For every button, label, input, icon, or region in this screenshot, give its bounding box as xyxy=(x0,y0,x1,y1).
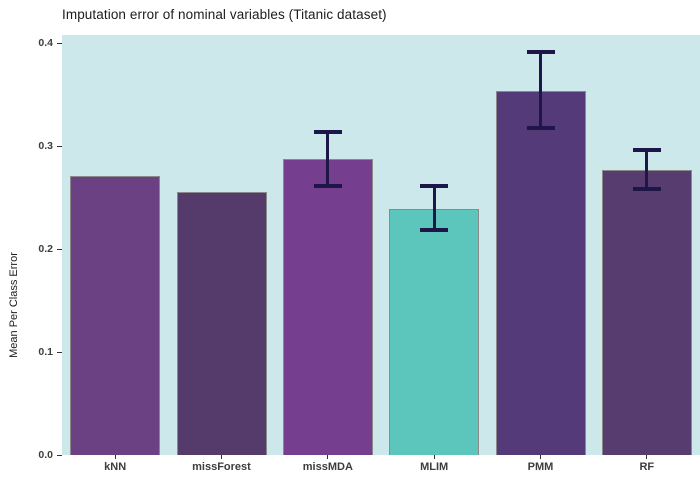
error-bar-cap-bottom-missMDA xyxy=(313,184,342,189)
x-tick-mark xyxy=(327,455,329,459)
error-bar-cap-bottom-MLIM xyxy=(420,228,449,233)
error-bar-cap-bottom-PMM xyxy=(526,126,555,131)
y-tick-mark xyxy=(57,454,62,456)
y-tick-label: 0.2 xyxy=(38,243,53,255)
x-tick-label-kNN: kNN xyxy=(104,461,127,473)
y-tick-mark xyxy=(57,248,62,250)
y-tick-mark xyxy=(57,42,62,44)
x-tick-mark xyxy=(433,455,435,459)
bar-kNN xyxy=(70,175,161,455)
y-tick-label: 0.3 xyxy=(38,140,53,152)
x-tick-label-PMM: PMM xyxy=(527,461,554,473)
x-tick-label-missForest: missForest xyxy=(192,461,251,473)
error-bar-line-RF xyxy=(645,150,649,190)
bar-RF xyxy=(601,169,692,455)
y-axis-title: Mean Per Class Error xyxy=(8,252,20,358)
x-tick-mark xyxy=(114,455,116,459)
error-bar-cap-top-RF xyxy=(632,148,661,153)
plot-panel xyxy=(62,35,700,455)
error-bar-cap-bottom-RF xyxy=(632,187,661,192)
x-tick-label-MLIM: MLIM xyxy=(420,461,449,473)
chart-title: Imputation error of nominal variables (T… xyxy=(62,7,387,22)
error-bar-line-PMM xyxy=(539,52,542,129)
x-tick-label-missMDA: missMDA xyxy=(302,461,353,473)
error-bar-line-MLIM xyxy=(432,186,436,231)
bar-missForest xyxy=(176,192,267,455)
error-bar-cap-top-PMM xyxy=(526,50,555,55)
bar-missMDA xyxy=(282,159,373,455)
error-bar-cap-top-MLIM xyxy=(420,184,449,189)
y-tick-mark xyxy=(57,351,62,353)
x-tick-mark xyxy=(646,455,648,459)
x-tick-label-RF: RF xyxy=(639,461,655,473)
bar-PMM xyxy=(495,91,586,455)
x-tick-mark xyxy=(221,455,222,459)
y-tick-mark xyxy=(57,145,62,147)
y-tick-label: 0.0 xyxy=(38,449,53,461)
error-bar-line-missMDA xyxy=(326,131,330,187)
bar-MLIM xyxy=(389,208,480,455)
y-tick-label: 0.4 xyxy=(38,37,53,49)
x-tick-mark xyxy=(540,455,541,459)
error-bar-cap-top-missMDA xyxy=(313,129,342,134)
y-tick-label: 0.1 xyxy=(38,346,53,358)
